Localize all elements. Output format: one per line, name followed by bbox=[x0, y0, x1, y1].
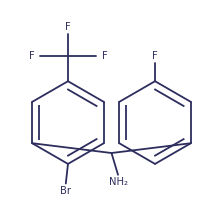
Text: F: F bbox=[102, 51, 107, 61]
Text: NH₂: NH₂ bbox=[109, 177, 128, 187]
Text: F: F bbox=[152, 51, 158, 61]
Text: F: F bbox=[65, 23, 71, 32]
Text: F: F bbox=[29, 51, 34, 61]
Text: Br: Br bbox=[60, 186, 71, 196]
